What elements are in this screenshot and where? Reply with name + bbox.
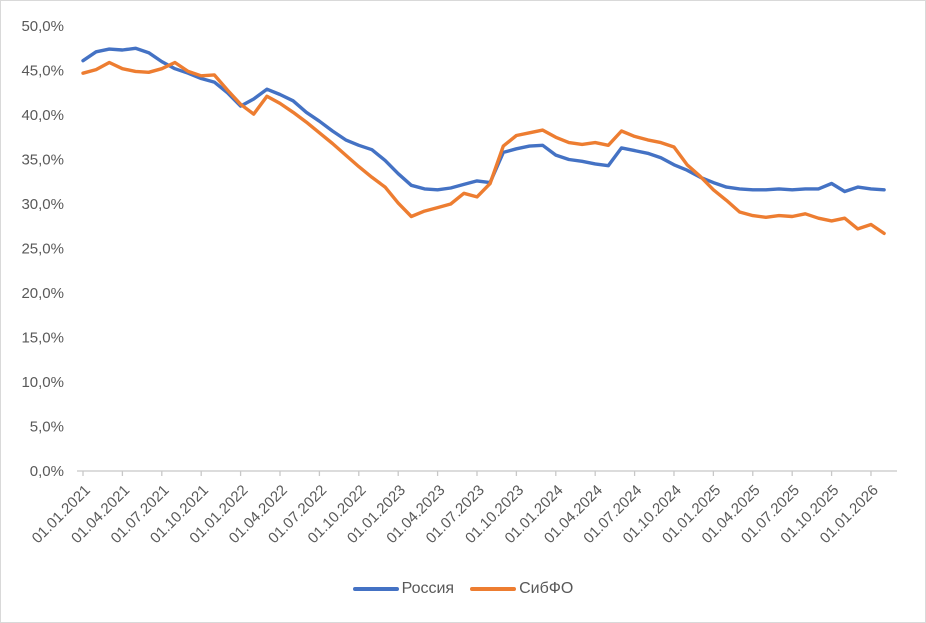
y-tick-label: 50,0% (21, 18, 64, 35)
y-tick-label: 0,0% (30, 463, 64, 480)
legend-label-russia: Россия (401, 580, 455, 597)
y-tick-label: 5,0% (30, 419, 64, 436)
legend-label-sibfo: СибФО (519, 580, 574, 597)
y-tick-label: 10,0% (21, 374, 64, 391)
legend: Россия СибФО (1, 581, 925, 597)
x-axis (77, 470, 897, 476)
y-axis-labels: 0,0% 5,0% 10,0% 15,0% 20,0% 25,0% 30,0% 35,0% 40… (21, 18, 64, 480)
legend-item-russia: Россия (352, 580, 455, 597)
y-tick-label: 30,0% (21, 196, 64, 213)
x-axis-labels: 01.01.202101.04.202101.07.202101.10.2021… (29, 482, 882, 547)
legend-swatch-russia (352, 586, 399, 592)
series-line-sibfo (81, 60, 886, 236)
series-line-russia (81, 46, 886, 194)
y-tick-label: 15,0% (21, 330, 64, 347)
y-tick-label: 35,0% (21, 152, 64, 169)
y-tick-label: 20,0% (21, 285, 64, 302)
y-tick-label: 40,0% (21, 107, 64, 124)
legend-item-sibfo: СибФО (470, 581, 573, 597)
legend-swatch-sibfo (470, 586, 517, 592)
y-tick-label: 45,0% (21, 63, 64, 80)
y-tick-label: 25,0% (21, 241, 64, 258)
